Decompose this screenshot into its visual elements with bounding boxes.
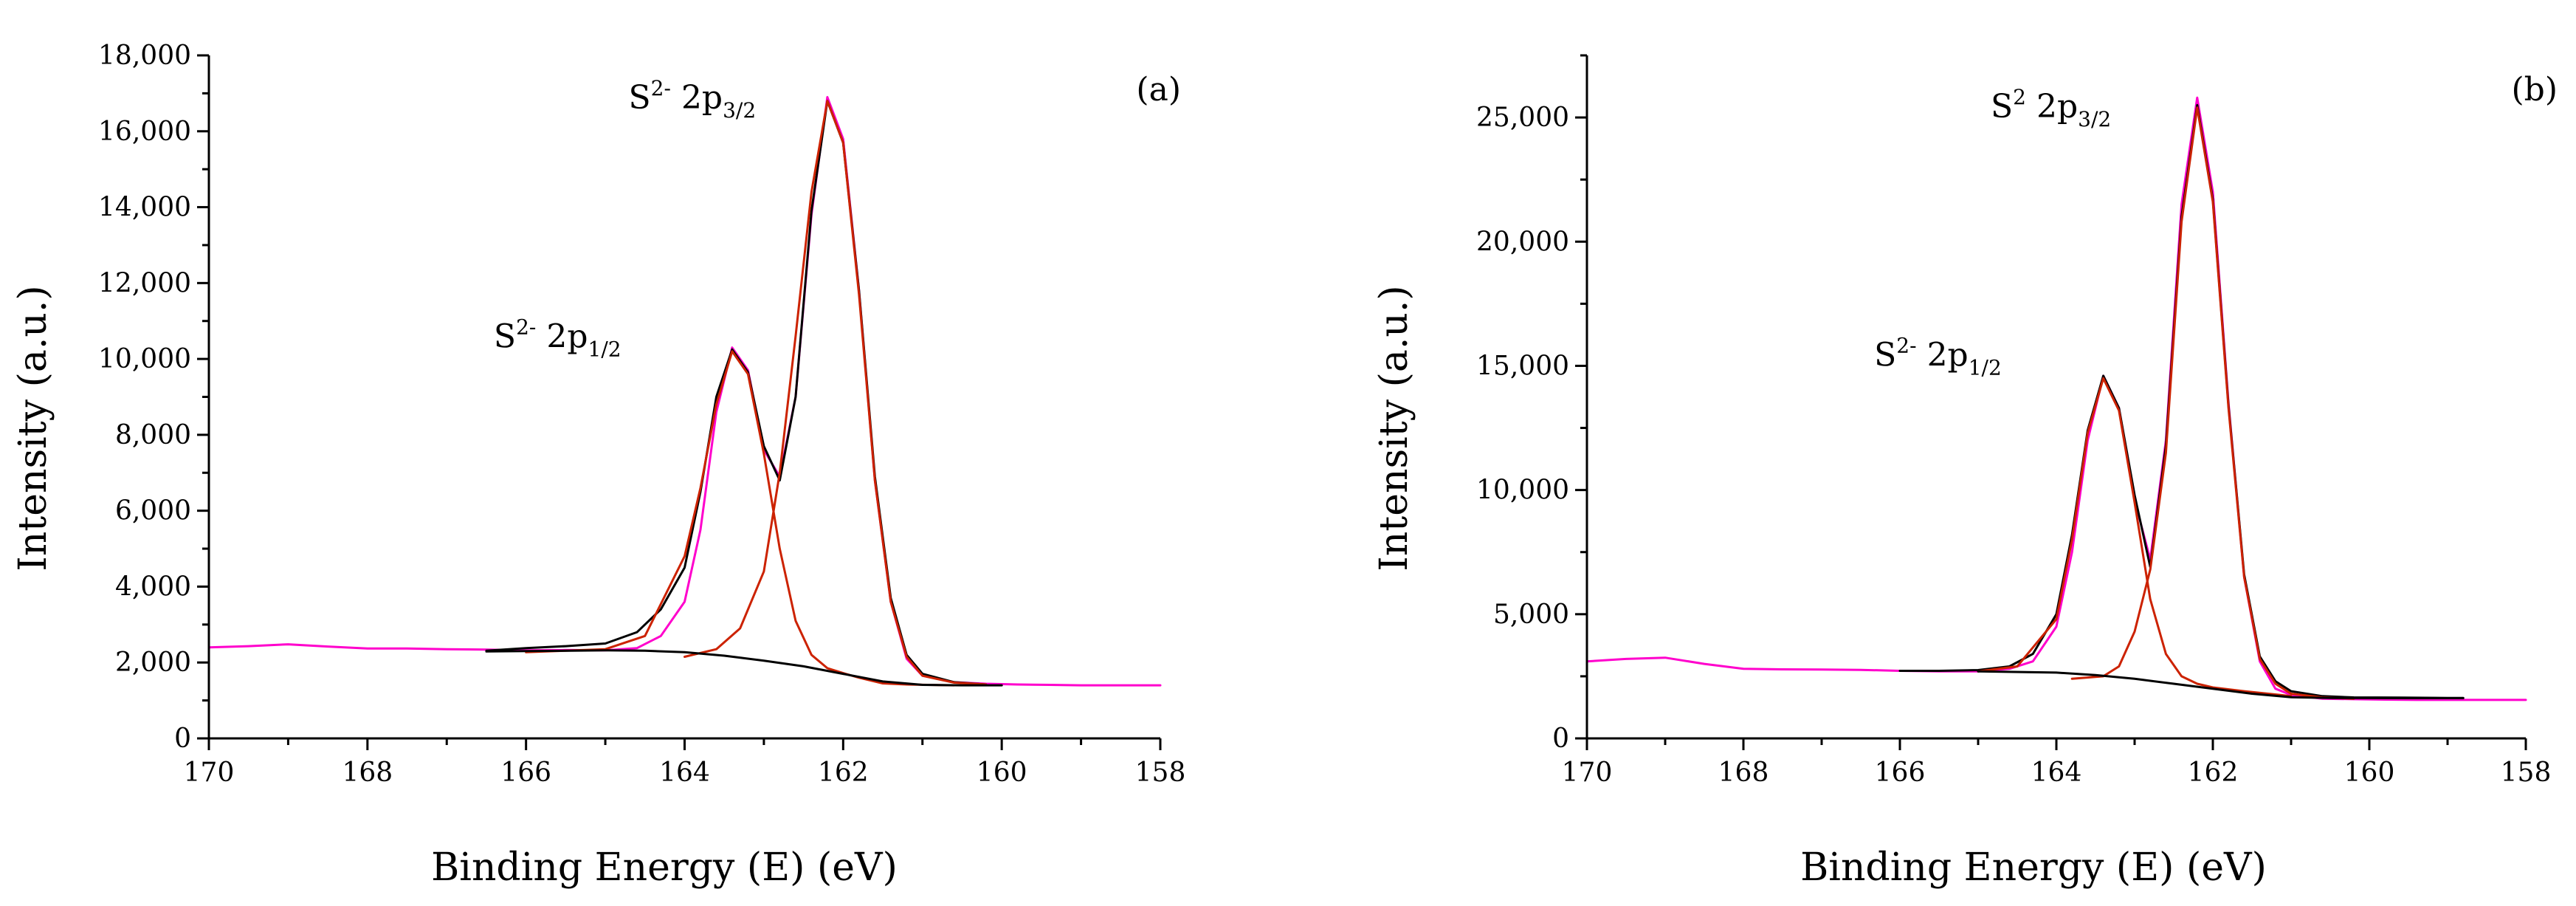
series-line-a-4 [485, 649, 1003, 687]
panel-a-label: (a) [1136, 71, 1181, 109]
panel-a-y-axis-title: Intensity (a.u.) [11, 285, 55, 571]
y-tick-label-b-3: 15,000 [1476, 351, 1569, 381]
panel-a-x-axis-title: Binding Energy (E) (eV) [431, 845, 898, 890]
series-line-b-1 [1898, 103, 2465, 699]
series-line-b-4 [1977, 670, 2465, 699]
y-tick-label-b-5: 25,000 [1476, 103, 1569, 133]
x-tick-label-a-5: 160 [977, 758, 1027, 788]
chart-panel-a: (a) Binding Energy (E) (eV) Intensity (a… [11, 41, 1185, 890]
y-tick-label-a-4: 8,000 [115, 420, 191, 450]
peak-annotation-a-0: S2- 2p3/2 [629, 76, 757, 123]
y-tick-label-a-5: 10,000 [98, 344, 191, 374]
series-line-b-3 [2070, 106, 2355, 700]
panel-b-label: (b) [2512, 71, 2558, 109]
x-tick-label-a-2: 166 [500, 758, 551, 788]
x-tick-label-b-0: 170 [1562, 758, 1613, 788]
x-tick-label-a-6: 158 [1135, 758, 1186, 788]
panel-b-y-axis-title: Intensity (a.u.) [1372, 285, 1416, 571]
chart-panel-b: (b) Binding Energy (E) (eV) Intensity (a… [1372, 54, 2558, 890]
x-tick-label-b-5: 160 [2344, 758, 2395, 788]
series-line-a-2 [525, 350, 956, 687]
y-tick-label-a-0: 0 [174, 724, 191, 754]
panel-b-x-axis-title: Binding Energy (E) (eV) [1800, 845, 2267, 890]
y-tick-label-a-9: 18,000 [98, 41, 191, 71]
series-line-b-2 [1977, 377, 2293, 698]
y-tick-label-b-2: 10,000 [1476, 476, 1569, 506]
x-tick-label-b-3: 164 [2031, 758, 2082, 788]
peak-annotation-b-0: S2 2p3/2 [1991, 85, 2111, 131]
y-tick-label-b-1: 5,000 [1493, 600, 1569, 630]
peak-annotation-b-1: S2- 2p1/2 [1874, 333, 2002, 380]
peak-annotation-a-1: S2- 2p1/2 [494, 315, 621, 362]
x-tick-label-a-0: 170 [184, 758, 235, 788]
y-tick-label-b-4: 20,000 [1476, 227, 1569, 257]
y-tick-label-a-2: 4,000 [115, 572, 191, 602]
x-tick-label-b-6: 158 [2501, 758, 2552, 788]
series-line-a-0 [207, 96, 1162, 687]
y-tick-label-b-0: 0 [1552, 724, 1569, 754]
x-tick-label-b-1: 168 [1718, 758, 1769, 788]
y-tick-label-a-6: 12,000 [98, 268, 191, 298]
x-tick-label-a-1: 168 [342, 758, 393, 788]
x-tick-label-a-3: 164 [659, 758, 710, 788]
y-tick-label-a-8: 16,000 [98, 117, 191, 147]
x-tick-label-b-2: 166 [1875, 758, 1926, 788]
x-tick-label-b-4: 162 [2188, 758, 2239, 788]
y-tick-label-a-1: 2,000 [115, 648, 191, 678]
series-line-a-1 [485, 100, 988, 686]
y-tick-label-a-3: 6,000 [115, 496, 191, 526]
y-tick-label-a-7: 14,000 [98, 193, 191, 223]
series-line-a-3 [683, 100, 988, 686]
x-tick-label-a-4: 162 [818, 758, 869, 788]
